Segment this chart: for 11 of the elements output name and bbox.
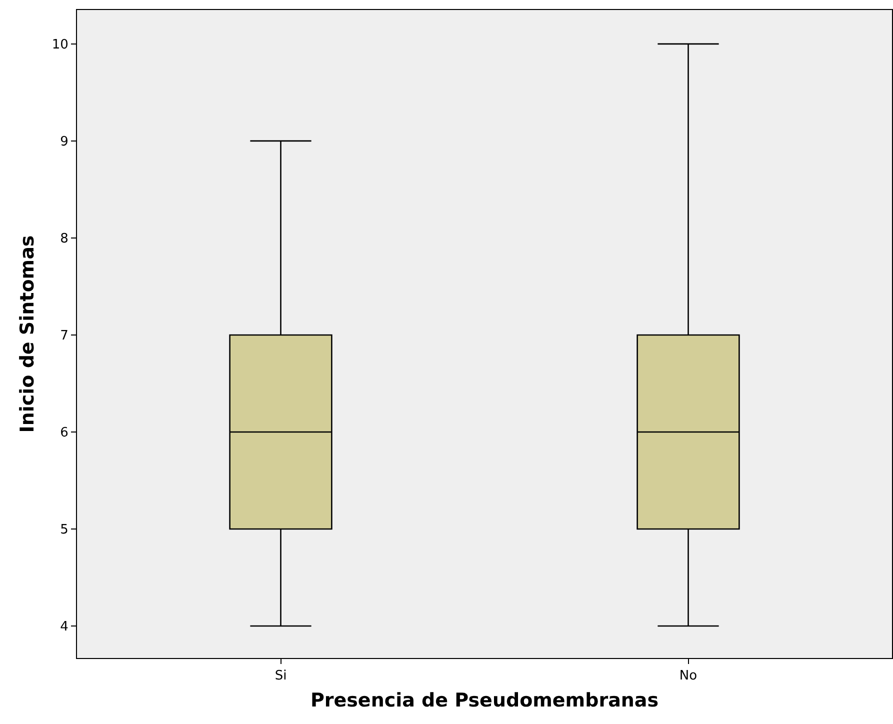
y-tick-label: 9 [60, 134, 68, 150]
y-tick-label: 4 [60, 620, 68, 635]
x-axis-title: Presencia de Pseudomembranas [310, 689, 659, 712]
y-tick-label: 8 [60, 232, 68, 247]
y-tick-label: 6 [60, 426, 68, 441]
y-tick-label: 7 [60, 328, 68, 344]
y-tick-label: 10 [52, 38, 68, 52]
x-tick-label: Si [274, 668, 287, 684]
y-tick-label: 5 [60, 522, 68, 538]
y-axis-title: Inicio de Sintomas [16, 235, 39, 433]
x-tick-label: No [679, 668, 698, 684]
